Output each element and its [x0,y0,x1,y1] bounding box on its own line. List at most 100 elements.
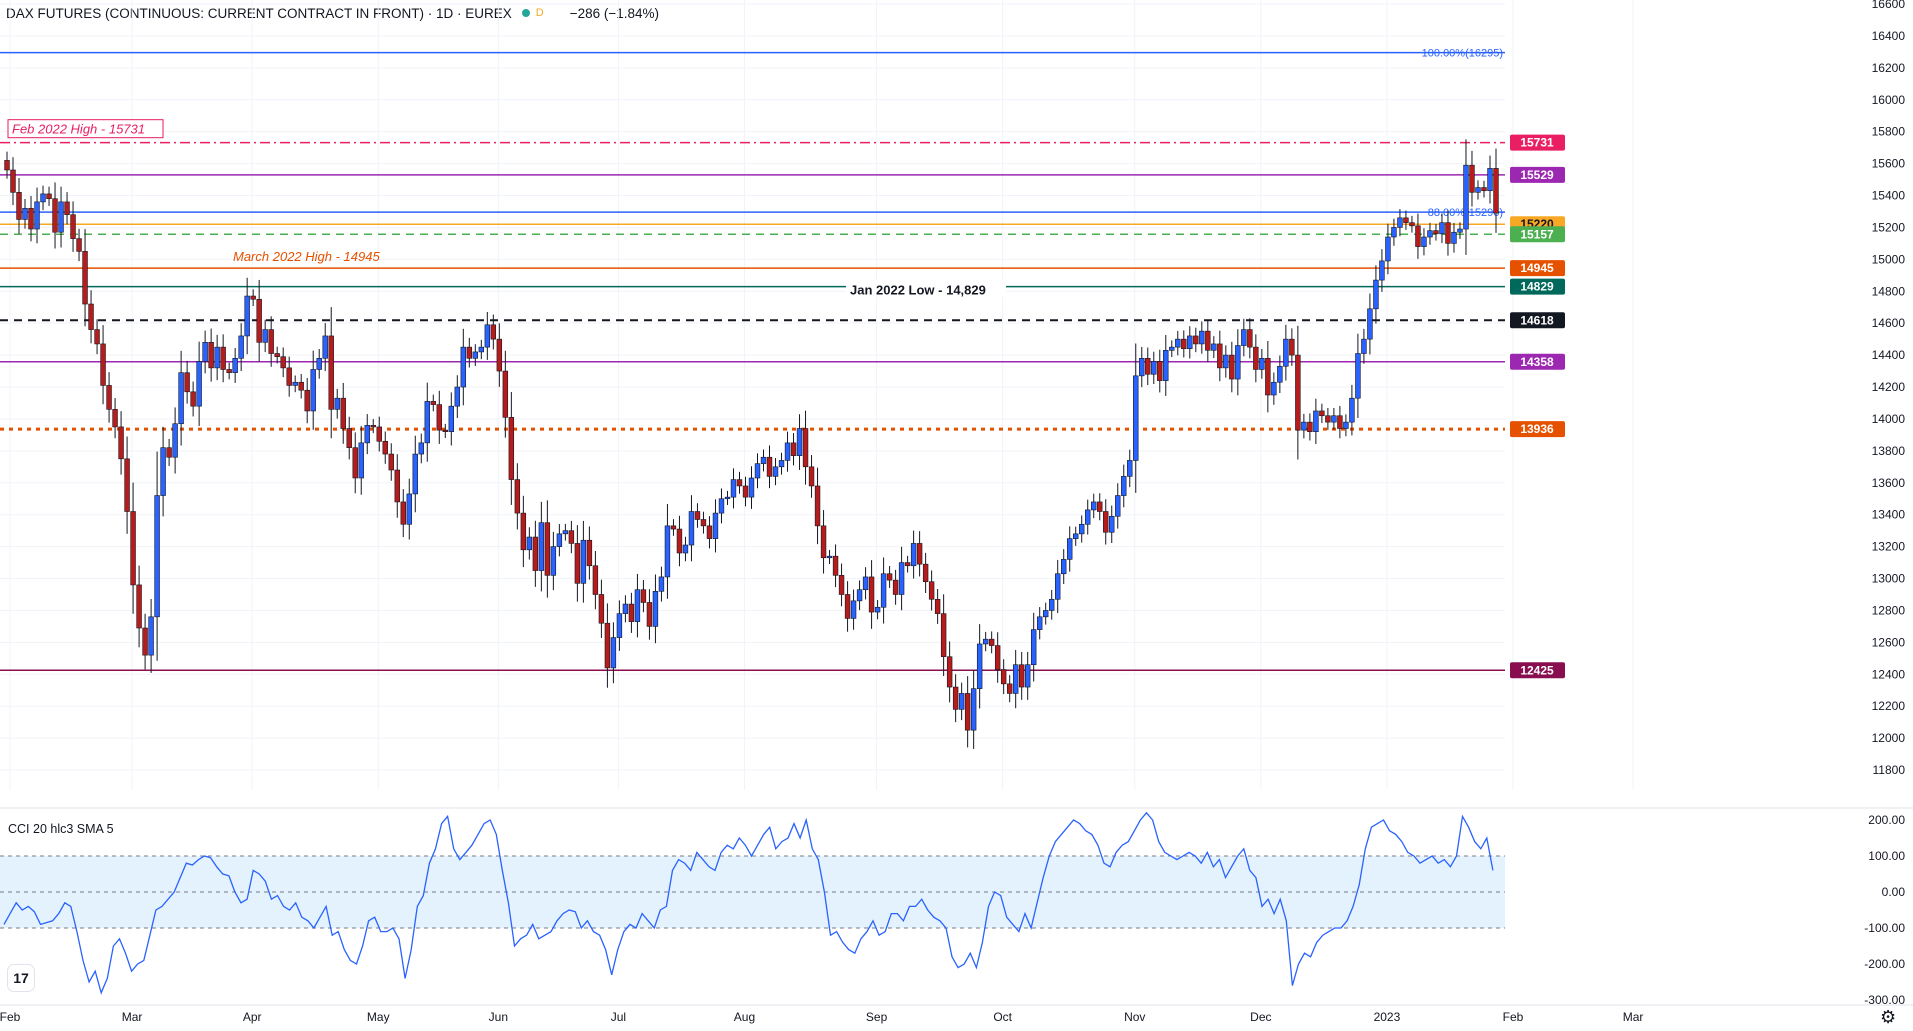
candle-body [1193,335,1199,345]
price-tick-label: 16600 [1872,0,1906,11]
candle-body [106,385,112,410]
price-tick-label: 14400 [1872,348,1906,362]
candle-body [502,370,509,418]
candle-body [1397,217,1403,228]
candle-body [1121,476,1127,496]
candle-body [568,530,575,544]
candle-body [280,356,286,369]
candle-body [1373,279,1379,310]
candle-body [1277,365,1283,383]
candle-body [1427,230,1433,238]
candle-body [562,530,569,535]
candle-body [1289,338,1295,356]
candle-body [592,565,599,595]
candle-body [358,442,364,479]
time-tick-label: Feb [0,1010,21,1024]
candle-body [1439,222,1445,235]
candle-body [928,581,935,600]
candle-body [544,522,551,576]
price-tick-label: 13400 [1872,508,1906,522]
price-tick-label: 16200 [1872,61,1906,75]
level-price-tag [1510,166,1565,183]
candle-body [1175,338,1181,348]
candle-body [220,346,226,370]
candle-body [778,460,785,468]
candle-body [376,426,382,442]
time-tick-label: Feb [1503,1010,1524,1024]
candle-body [1409,222,1415,227]
price-tick-label: 15400 [1872,189,1906,203]
level-price-label: 14829 [1520,280,1554,294]
time-tick-label: 2023 [1374,1010,1401,1024]
candle-body [820,525,827,559]
candle-body [256,298,262,343]
candle-body [346,428,352,448]
cci-tick-label: -300.00 [1864,993,1905,1007]
candle-body [22,207,28,220]
candle-body [664,525,671,578]
cci-tick-label: 200.00 [1868,813,1905,827]
candle-body [1157,361,1163,381]
candle-body [604,622,611,669]
candle-body [430,401,436,405]
candle-body [538,522,545,571]
fib-level-label: 100.00%(16295) [1422,48,1503,60]
level-price-label: 15157 [1520,227,1554,241]
candle-body [904,562,911,567]
candle-body [1445,222,1451,244]
candle-body [988,638,995,646]
candle-body [292,381,298,386]
candle-body [478,346,485,353]
candle-body [16,192,22,220]
level-price-label: 14618 [1520,313,1554,327]
candle-body [706,525,713,539]
candle-body [844,594,851,619]
candle-body [154,495,160,618]
gear-icon[interactable]: ⚙ [1880,1007,1897,1027]
time-tick-label: Sep [866,1010,888,1024]
candle-body [1325,415,1331,423]
candle-body [670,525,677,530]
cci-indicator-label[interactable]: CCI 20 hlc3 SMA 5 [8,822,114,836]
level-price-tag [1510,226,1565,243]
chart-annotation: Jan 2022 Low - 14,829 [850,283,986,298]
candle-body [532,536,539,571]
candle-body [274,353,280,357]
candle-body [1241,329,1247,346]
candle-body [1337,415,1343,429]
level-price-label: 12425 [1520,663,1554,677]
candle-body [394,469,400,503]
candle-body [556,533,563,547]
candle-body [100,343,106,386]
candle-body [454,386,461,407]
candle-body [460,346,467,388]
candle-body [1067,538,1073,560]
candle-body [628,603,635,622]
candle-body [1307,421,1313,433]
price-tick-label: 16400 [1872,29,1906,43]
candle-body [952,686,959,710]
candle-body [754,463,761,479]
tradingview-logo-icon[interactable]: 17 [8,965,34,991]
candle-body [268,329,274,354]
price-tick-label: 15200 [1872,220,1906,234]
candle-body [616,613,623,638]
candle-body [1018,664,1025,688]
candle-body [304,389,310,412]
candle-body [1097,501,1103,512]
price-tick-label: 14800 [1872,284,1906,298]
candle-body [838,575,845,595]
candle-body [1415,225,1421,247]
time-tick-label: Jun [489,1010,508,1024]
level-price-tag [1510,278,1565,295]
candle-body [352,447,358,479]
level-price-tag [1510,421,1565,438]
price-tick-label: 14200 [1872,380,1906,394]
candle-body [250,295,256,300]
candle-body [1367,308,1373,340]
price-tick-label: 13000 [1872,572,1906,586]
candle-body [742,485,749,498]
candle-body [496,338,503,372]
candle-body [484,324,491,348]
